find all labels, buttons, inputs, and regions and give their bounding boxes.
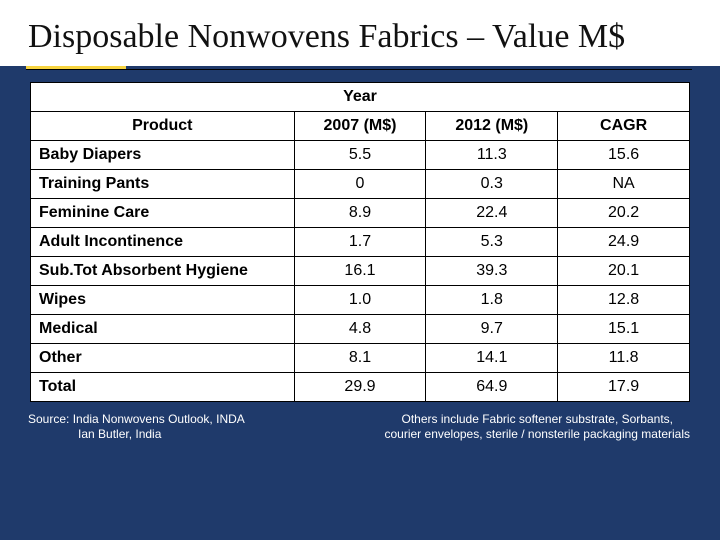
cell-2007: 8.9 bbox=[294, 199, 426, 228]
col-product: Product bbox=[31, 112, 295, 141]
cell-product: Sub.Tot Absorbent Hygiene bbox=[31, 257, 295, 286]
source-line2: Ian Butler, India bbox=[28, 427, 245, 442]
table-row: Total29.964.917.9 bbox=[31, 373, 690, 402]
content-area: Year Product 2007 (M$) 2012 (M$) CAGR Ba… bbox=[0, 70, 720, 402]
cell-2007: 5.5 bbox=[294, 141, 426, 170]
table-row: Adult Incontinence1.75.324.9 bbox=[31, 228, 690, 257]
cell-2012: 1.8 bbox=[426, 286, 558, 315]
cell-2007: 0 bbox=[294, 170, 426, 199]
cell-product: Feminine Care bbox=[31, 199, 295, 228]
col-2012: 2012 (M$) bbox=[426, 112, 558, 141]
note-line2: courier envelopes, sterile / nonsterile … bbox=[385, 427, 691, 441]
cell-cagr: 20.1 bbox=[558, 257, 690, 286]
cell-cagr: 15.6 bbox=[558, 141, 690, 170]
cell-2007: 4.8 bbox=[294, 315, 426, 344]
table-header-year-row: Year bbox=[31, 83, 690, 112]
table-row: Wipes1.01.812.8 bbox=[31, 286, 690, 315]
cell-2007: 1.0 bbox=[294, 286, 426, 315]
cell-2012: 64.9 bbox=[426, 373, 558, 402]
slide-title: Disposable Nonwovens Fabrics – Value M$ bbox=[28, 18, 625, 55]
cell-product: Baby Diapers bbox=[31, 141, 295, 170]
cell-product: Training Pants bbox=[31, 170, 295, 199]
table-row: Baby Diapers5.511.315.6 bbox=[31, 141, 690, 170]
footer-note: Others include Fabric softener substrate… bbox=[385, 412, 691, 442]
cell-2012: 22.4 bbox=[426, 199, 558, 228]
cell-2012: 14.1 bbox=[426, 344, 558, 373]
table-row: Training Pants00.3NA bbox=[31, 170, 690, 199]
cell-2007: 8.1 bbox=[294, 344, 426, 373]
table-header-columns-row: Product 2007 (M$) 2012 (M$) CAGR bbox=[31, 112, 690, 141]
cell-2012: 11.3 bbox=[426, 141, 558, 170]
header-empty-right bbox=[558, 83, 690, 112]
cell-cagr: 15.1 bbox=[558, 315, 690, 344]
cell-2007: 1.7 bbox=[294, 228, 426, 257]
note-line1: Others include Fabric softener substrate… bbox=[402, 412, 673, 426]
cell-cagr: 11.8 bbox=[558, 344, 690, 373]
cell-cagr: 12.8 bbox=[558, 286, 690, 315]
table-row: Sub.Tot Absorbent Hygiene16.139.320.1 bbox=[31, 257, 690, 286]
table-row: Medical4.89.715.1 bbox=[31, 315, 690, 344]
title-block: Disposable Nonwovens Fabrics – Value M$ bbox=[0, 0, 720, 66]
cell-2007: 16.1 bbox=[294, 257, 426, 286]
cell-product: Adult Incontinence bbox=[31, 228, 295, 257]
cell-cagr: NA bbox=[558, 170, 690, 199]
cell-2012: 9.7 bbox=[426, 315, 558, 344]
cell-product: Wipes bbox=[31, 286, 295, 315]
col-2007: 2007 (M$) bbox=[294, 112, 426, 141]
col-cagr: CAGR bbox=[558, 112, 690, 141]
header-empty-left bbox=[31, 83, 295, 112]
source-line1: Source: India Nonwovens Outlook, INDA bbox=[28, 412, 245, 426]
cell-cagr: 17.9 bbox=[558, 373, 690, 402]
cell-2007: 29.9 bbox=[294, 373, 426, 402]
cell-2012: 39.3 bbox=[426, 257, 558, 286]
header-empty-mid bbox=[426, 83, 558, 112]
cell-cagr: 24.9 bbox=[558, 228, 690, 257]
footer-source: Source: India Nonwovens Outlook, INDA Ia… bbox=[28, 412, 245, 442]
cell-2012: 0.3 bbox=[426, 170, 558, 199]
cell-product: Total bbox=[31, 373, 295, 402]
header-year: Year bbox=[294, 83, 426, 112]
table-row: Other8.114.111.8 bbox=[31, 344, 690, 373]
cell-product: Medical bbox=[31, 315, 295, 344]
table-row: Feminine Care8.922.420.2 bbox=[31, 199, 690, 228]
cell-product: Other bbox=[31, 344, 295, 373]
cell-cagr: 20.2 bbox=[558, 199, 690, 228]
cell-2012: 5.3 bbox=[426, 228, 558, 257]
data-table: Year Product 2007 (M$) 2012 (M$) CAGR Ba… bbox=[30, 82, 690, 402]
footer: Source: India Nonwovens Outlook, INDA Ia… bbox=[0, 402, 720, 442]
table-body: Baby Diapers5.511.315.6Training Pants00.… bbox=[31, 141, 690, 402]
